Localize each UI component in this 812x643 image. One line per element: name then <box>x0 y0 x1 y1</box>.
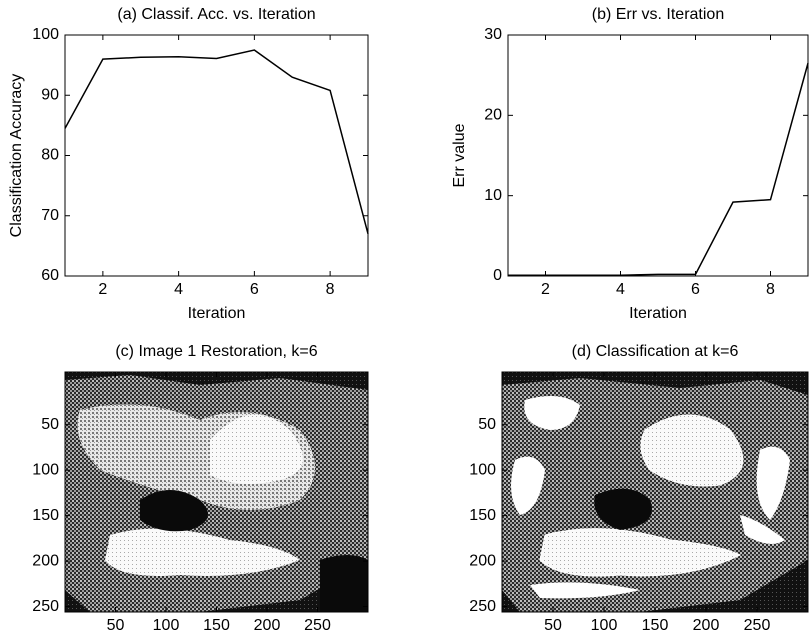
y-tick-label: 50 <box>41 416 59 433</box>
plot-frame <box>507 34 809 277</box>
x-tick-label: 200 <box>254 617 281 634</box>
y-tick-label: 200 <box>469 552 496 569</box>
panel-title: (d) Classification at k=6 <box>572 343 739 360</box>
y-tick-label: 0 <box>493 267 502 284</box>
y-tick-label: 50 <box>478 416 496 433</box>
y-tick-label: 200 <box>32 552 59 569</box>
x-tick-label: 2 <box>541 281 550 298</box>
y-tick-label: 150 <box>469 507 496 524</box>
y-tick-label: 150 <box>32 507 59 524</box>
panel-title: (b) Err vs. Iteration <box>592 6 724 23</box>
x-tick-label: 200 <box>693 617 720 634</box>
y-tick-label: 250 <box>469 598 496 615</box>
x-tick-label: 250 <box>304 617 331 634</box>
x-axis-label: Iteration <box>188 305 246 322</box>
x-tick-label: 250 <box>744 617 771 634</box>
x-tick-label: 150 <box>642 617 669 634</box>
x-tick-label: 50 <box>107 617 125 634</box>
panel-title: (a) Classif. Acc. vs. Iteration <box>117 6 315 23</box>
y-tick-label: 90 <box>41 86 59 103</box>
y-tick-label: 100 <box>469 461 496 478</box>
y-tick-label: 100 <box>32 26 59 43</box>
x-tick-label: 4 <box>174 281 183 298</box>
panel-title: (c) Image 1 Restoration, k=6 <box>115 343 317 360</box>
x-tick-label: 150 <box>203 617 230 634</box>
x-tick-label: 100 <box>591 617 618 634</box>
y-tick-label: 80 <box>41 147 59 164</box>
y-tick-label: 60 <box>41 267 59 284</box>
y-tick-label: 250 <box>32 598 59 615</box>
y-axis-label: Err value <box>451 123 468 187</box>
x-axis-label: Iteration <box>629 305 687 322</box>
y-axis-label: Classification Accuracy <box>8 74 25 238</box>
plot-frame <box>64 34 369 277</box>
line <box>508 62 809 276</box>
restored-image <box>65 372 368 612</box>
plot-frame <box>64 371 369 613</box>
x-tick-label: 4 <box>616 281 625 298</box>
y-tick-label: 100 <box>32 461 59 478</box>
y-tick-label: 30 <box>484 26 502 43</box>
x-tick-label: 8 <box>766 281 775 298</box>
y-tick-label: 10 <box>484 187 502 204</box>
y-tick-label: 70 <box>41 207 59 224</box>
x-tick-label: 50 <box>544 617 562 634</box>
y-tick-label: 20 <box>484 107 502 124</box>
x-tick-label: 6 <box>250 281 259 298</box>
x-tick-label: 8 <box>326 281 335 298</box>
line <box>64 49 369 235</box>
x-tick-label: 6 <box>691 281 700 298</box>
plot-frame <box>501 371 809 613</box>
x-tick-label: 2 <box>98 281 107 298</box>
x-tick-label: 100 <box>153 617 180 634</box>
classification-image <box>502 372 808 612</box>
